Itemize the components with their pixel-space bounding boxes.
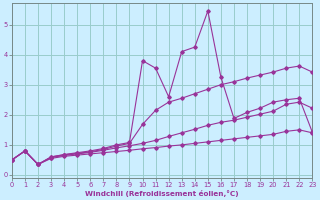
X-axis label: Windchill (Refroidissement éolien,°C): Windchill (Refroidissement éolien,°C): [85, 190, 239, 197]
